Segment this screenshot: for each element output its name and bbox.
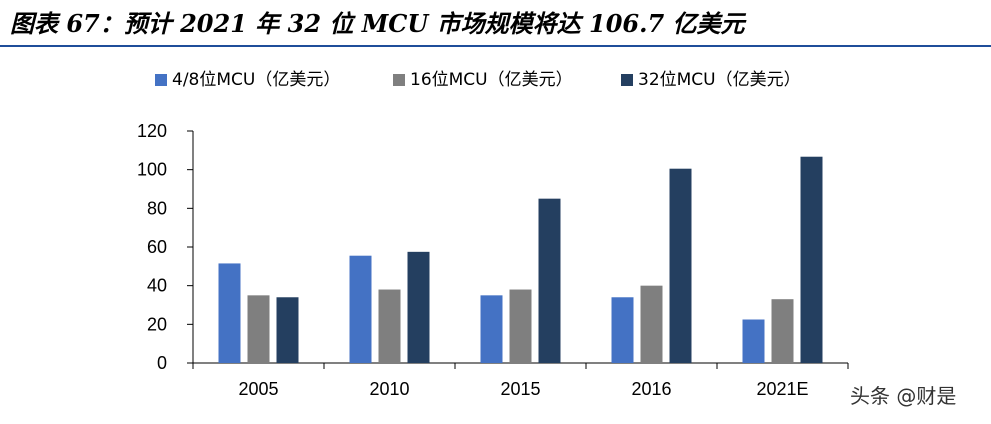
legend-swatch xyxy=(393,74,405,86)
bar xyxy=(349,255,372,363)
legend-label: 32位MCU（亿美元） xyxy=(638,70,801,90)
legend-label: 16位MCU（亿美元） xyxy=(410,70,573,90)
y-tick-label: 120 xyxy=(137,121,167,141)
x-tick-label: 2010 xyxy=(369,379,409,399)
y-tick-label: 100 xyxy=(137,160,167,180)
bar xyxy=(247,295,270,363)
bar xyxy=(742,319,765,363)
y-tick-label: 20 xyxy=(147,314,167,334)
bar xyxy=(407,251,430,363)
bar xyxy=(378,289,401,363)
x-tick-label: 2021E xyxy=(756,379,808,399)
chart-title: 图表 67：预计 2021 年 32 位 MCU 市场规模将达 106.7 亿美… xyxy=(10,9,745,38)
bar xyxy=(611,297,634,363)
legend-swatch xyxy=(621,74,633,86)
bar xyxy=(276,297,299,363)
watermark: 头条 @财是 xyxy=(850,384,957,408)
bar xyxy=(509,289,532,363)
x-tick-label: 2005 xyxy=(238,379,278,399)
bar xyxy=(218,263,241,363)
title-rule xyxy=(0,45,991,47)
bar xyxy=(538,198,561,363)
y-tick-label: 60 xyxy=(147,237,167,257)
legend-label: 4/8位MCU（亿美元） xyxy=(172,70,340,90)
x-tick-label: 2016 xyxy=(631,379,671,399)
legend: 4/8位MCU（亿美元） 16位MCU（亿美元） 32位MCU（亿美元） xyxy=(155,70,801,90)
bar xyxy=(480,295,503,363)
bar xyxy=(669,168,692,363)
bar xyxy=(771,299,794,363)
x-axis: 2005 2010 2015 2016 2021E xyxy=(192,362,849,399)
y-axis: 0 20 40 60 80 100 120 xyxy=(137,121,194,373)
bar xyxy=(800,156,823,363)
bars xyxy=(218,156,823,363)
y-tick-label: 80 xyxy=(147,198,167,218)
x-tick-label: 2015 xyxy=(500,379,540,399)
bar xyxy=(640,285,663,363)
y-tick-label: 0 xyxy=(157,353,167,373)
legend-swatch xyxy=(155,74,167,86)
y-tick-label: 40 xyxy=(147,276,167,296)
